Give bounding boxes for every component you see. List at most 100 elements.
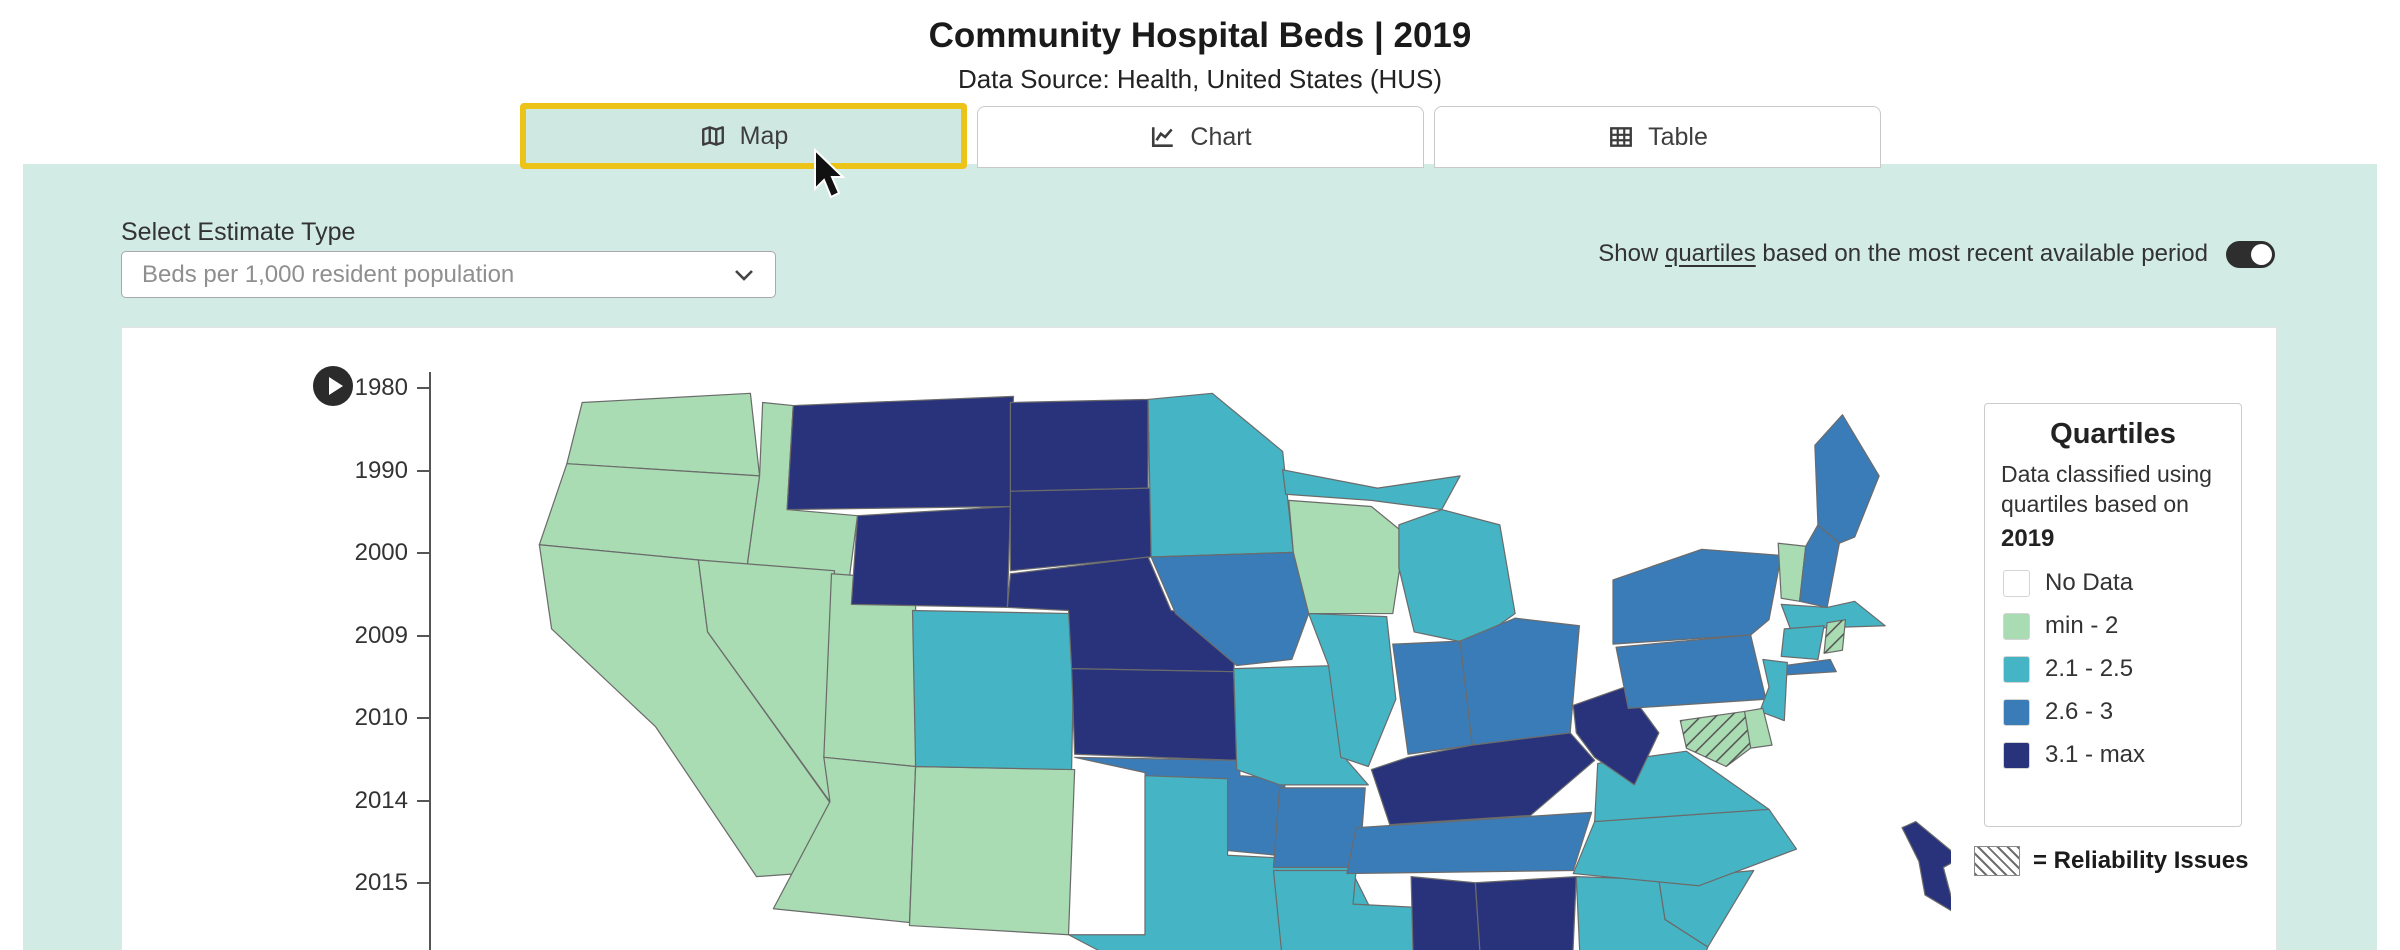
legend-item-q3: 2.6 - 3 xyxy=(2003,698,2223,726)
year-tick-2010[interactable]: 2010 xyxy=(282,703,431,733)
play-button[interactable] xyxy=(313,366,353,406)
state-WI[interactable] xyxy=(1288,499,1406,615)
year-axis-line xyxy=(429,372,431,950)
state-TN[interactable] xyxy=(1346,811,1593,875)
year-tick-2015[interactable]: 2015 xyxy=(282,868,431,898)
estimate-type-value: Beds per 1,000 resident population xyxy=(142,260,515,288)
year-label: 2009 xyxy=(354,621,408,649)
legend-label: 3.1 - max xyxy=(2045,741,2146,769)
state-NH[interactable] xyxy=(1798,524,1840,609)
year-label: 2015 xyxy=(354,869,408,896)
state-CT[interactable] xyxy=(1780,625,1825,661)
data-source-subtitle: Data Source: Health, United States (HUS) xyxy=(957,64,1443,94)
state-DC[interactable] xyxy=(1901,820,1951,914)
chart-line-icon xyxy=(1149,124,1177,150)
state-ND[interactable] xyxy=(1009,398,1149,492)
map-icon xyxy=(699,123,727,149)
state-MN[interactable] xyxy=(1147,392,1294,558)
state-KS[interactable] xyxy=(1070,668,1238,761)
tab-map-label: Map xyxy=(739,121,789,150)
year-tick-1980[interactable]: 1980 xyxy=(282,373,431,403)
legend-item-no-data: No Data xyxy=(2003,569,2223,597)
tab-table-label: Table xyxy=(1648,122,1708,151)
legend-label: No Data xyxy=(2045,569,2134,597)
state-NM[interactable] xyxy=(908,765,1076,936)
tab-chart[interactable]: Chart xyxy=(977,106,1424,168)
legend-label: 2.6 - 3 xyxy=(2045,698,2114,726)
reliability-label: = Reliability Issues xyxy=(2033,847,2249,874)
state-MT[interactable] xyxy=(786,395,1015,511)
reliability-hatch-swatch xyxy=(1974,846,2020,876)
state-ME[interactable] xyxy=(1814,414,1880,544)
state-CO[interactable] xyxy=(911,609,1076,771)
legend-swatch-no-data xyxy=(2003,569,2030,597)
state-AZ[interactable] xyxy=(772,756,917,924)
state-WY[interactable] xyxy=(850,505,1012,609)
year-tick-mark xyxy=(417,634,431,637)
state-NY[interactable] xyxy=(1783,658,1837,676)
legend-swatch-q1 xyxy=(2003,612,2030,640)
play-icon xyxy=(329,377,343,395)
year-label: 2000 xyxy=(354,539,408,566)
state-WA[interactable] xyxy=(566,392,761,477)
legend-label: 2.1 - 2.5 xyxy=(2045,655,2134,683)
quartiles-toggle-label: Show quartiles based on the most recent … xyxy=(1598,240,2208,267)
quartiles-toggle-switch[interactable] xyxy=(2226,240,2275,268)
year-tick-2000[interactable]: 2000 xyxy=(282,538,431,568)
year-tick-mark xyxy=(417,799,431,802)
legend-swatch-q4 xyxy=(2003,741,2030,769)
legend-swatch-q3 xyxy=(2003,698,2030,726)
state-OH[interactable] xyxy=(1459,617,1580,746)
map-view-content: Select Estimate Type Beds per 1,000 resi… xyxy=(23,164,2377,950)
chevron-down-icon xyxy=(735,269,753,281)
tab-map[interactable]: Map xyxy=(520,103,967,169)
state-RI-reliability-hatch xyxy=(1824,619,1846,654)
legend-item-q2: 2.1 - 2.5 xyxy=(2003,655,2223,683)
year-tick-mark xyxy=(417,387,431,389)
mouse-cursor xyxy=(814,148,846,199)
reliability-note: = Reliability Issues xyxy=(1974,846,2248,876)
year-label: 2014 xyxy=(354,786,408,814)
legend-year: 2019 xyxy=(2001,524,2055,552)
legend-title: Quartiles xyxy=(2050,418,2176,450)
state-NY[interactable] xyxy=(1612,548,1782,645)
state-NJ[interactable] xyxy=(1759,658,1788,722)
year-tick-mark xyxy=(417,469,431,472)
legend-items: No Data min - 2 2.1 - 2.5 2.6 - 3 3.1 - max xyxy=(2001,569,2225,769)
tab-table[interactable]: Table xyxy=(1434,106,1881,168)
state-MA[interactable] xyxy=(1780,600,1886,630)
state-MI[interactable] xyxy=(1398,508,1516,645)
quartiles-toggle-row: Show quartiles based on the most recent … xyxy=(1598,240,2275,268)
state-SD[interactable] xyxy=(1009,487,1152,572)
estimate-type-select[interactable]: Beds per 1,000 resident population xyxy=(121,251,776,298)
year-label: 1980 xyxy=(354,374,408,401)
legend-item-q1: min - 2 xyxy=(2003,612,2223,640)
state-KY[interactable] xyxy=(1370,732,1596,826)
year-tick-mark xyxy=(417,552,431,554)
table-icon xyxy=(1607,124,1635,150)
year-tick-1990[interactable]: 1990 xyxy=(282,456,431,486)
state-IN[interactable] xyxy=(1392,640,1473,755)
state-AL[interactable] xyxy=(1474,876,1577,950)
tab-chart-label: Chart xyxy=(1190,122,1252,151)
year-tick-2009[interactable]: 2009 xyxy=(282,621,431,651)
year-label: 2010 xyxy=(354,704,408,731)
state-MS[interactable] xyxy=(1410,876,1484,950)
toggle-knob xyxy=(2251,243,2272,265)
legend-description: Data classified using quartiles based on… xyxy=(2001,459,2225,554)
map-card: 1980 1990 2000 2009 2010 2014 2015 Quartiles D… xyxy=(121,327,2277,950)
state-PA[interactable] xyxy=(1615,634,1767,709)
state-LA[interactable] xyxy=(1272,869,1423,950)
estimate-type-label: Select Estimate Type xyxy=(121,218,356,246)
page-title: Community Hospital Beds | 2019 xyxy=(928,16,1472,55)
state-IL[interactable] xyxy=(1308,612,1397,768)
us-choropleth-map[interactable] xyxy=(521,381,1951,950)
legend-item-q4: 3.1 - max xyxy=(2003,741,2223,769)
legend-label: min - 2 xyxy=(2045,612,2119,640)
legend-swatch-q2 xyxy=(2003,655,2030,683)
year-tick-mark xyxy=(417,882,431,884)
view-tabs: Map Chart Table xyxy=(520,103,1881,169)
quartiles-link[interactable]: quartiles xyxy=(1664,240,1756,267)
year-tick-2014[interactable]: 2014 xyxy=(282,786,431,816)
